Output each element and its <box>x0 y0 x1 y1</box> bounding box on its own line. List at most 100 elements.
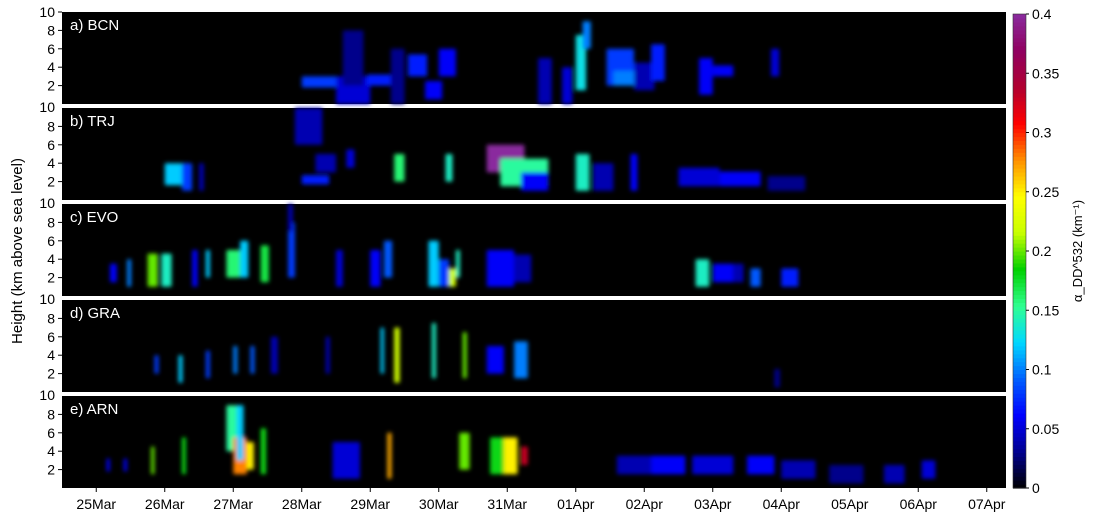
heatmap-cell <box>236 405 244 461</box>
colorbar-segment <box>1013 385 1026 390</box>
colorbar-segment <box>1013 247 1026 252</box>
colorbar-segment <box>1013 29 1026 35</box>
colorbar-segment <box>1013 140 1026 145</box>
colorbar-segment <box>1013 373 1026 378</box>
colorbar-segment <box>1013 290 1026 296</box>
heatmap-cell <box>719 171 761 187</box>
colorbar-segment <box>1013 278 1026 284</box>
y-tick-label: 10 <box>39 99 55 115</box>
x-tick-label: 30Mar <box>419 496 459 512</box>
heatmap-cell <box>199 163 204 191</box>
colorbar-segment <box>1013 81 1026 86</box>
colorbar-segment <box>1013 243 1026 248</box>
colorbar-tick-label: 0 <box>1032 480 1040 496</box>
panel-label: b) TRJ <box>70 113 115 130</box>
heatmap-cell <box>181 437 186 475</box>
colorbar-segment <box>1013 168 1026 173</box>
colorbar-segment <box>1013 361 1026 367</box>
heatmap-cell <box>459 432 470 470</box>
y-tick-label: 2 <box>47 366 55 382</box>
colorbar-segment <box>1013 389 1026 394</box>
colorbar-segment <box>1013 286 1026 292</box>
y-tick-label: 6 <box>47 425 55 441</box>
x-tick-label: 03Apr <box>694 496 732 512</box>
heatmap-cell <box>127 259 132 287</box>
heatmap-cell <box>270 336 278 374</box>
colorbar-segment <box>1013 480 1026 485</box>
heatmap-cell <box>692 455 734 475</box>
panel-background <box>62 12 1006 104</box>
panel-label: c) EVO <box>70 209 118 226</box>
heatmap-cell <box>342 30 364 86</box>
heatmap-cell <box>288 222 295 278</box>
y-tick-label: 8 <box>47 214 55 230</box>
colorbar-segment <box>1013 298 1026 303</box>
colorbar-segment <box>1013 211 1026 217</box>
colorbar-segment <box>1013 93 1026 98</box>
colorbar-segment <box>1013 314 1026 319</box>
colorbar-segment <box>1013 369 1026 375</box>
y-tick-label: 8 <box>47 118 55 134</box>
heatmap-cell <box>767 176 806 191</box>
x-tick-label: 06Apr <box>900 496 938 512</box>
colorbar-segment <box>1013 144 1026 149</box>
colorbar-segment <box>1013 183 1026 189</box>
heatmap-cell <box>425 81 443 100</box>
y-tick-label: 10 <box>39 4 55 20</box>
colorbar-segment <box>1013 294 1026 299</box>
colorbar-segment <box>1013 416 1026 422</box>
colorbar-segment <box>1013 69 1026 74</box>
colorbar-segment <box>1013 270 1026 276</box>
heatmap-cell <box>294 108 323 145</box>
y-tick-label: 2 <box>47 462 55 478</box>
colorbar-segment <box>1013 112 1026 118</box>
colorbar-segment <box>1013 239 1026 244</box>
heatmap-cell <box>633 62 655 91</box>
heatmap-cell <box>226 250 241 278</box>
colorbar-segment <box>1013 100 1026 106</box>
heatmap-cell <box>514 341 528 379</box>
x-tick-label: 25Mar <box>76 496 116 512</box>
colorbar-segment <box>1013 326 1026 331</box>
colorbar-segment <box>1013 179 1026 185</box>
heatmap-cell <box>438 48 456 77</box>
heatmap-cell <box>582 21 591 49</box>
heatmap-cell <box>325 336 330 374</box>
heatmap-cell <box>383 240 393 278</box>
colorbar-segment <box>1013 302 1026 307</box>
colorbar-segment <box>1013 274 1026 280</box>
colorbar-segment <box>1013 258 1026 264</box>
colorbar-segment <box>1013 187 1026 193</box>
colorbar-segment <box>1013 460 1026 465</box>
colorbar-segment <box>1013 45 1026 51</box>
colorbar-segment <box>1013 65 1026 70</box>
heatmap-cell <box>178 355 183 383</box>
colorbar-segment <box>1013 405 1026 410</box>
heatmap-cell <box>181 163 193 191</box>
y-tick-label: 10 <box>39 387 55 403</box>
panel-label: a) BCN <box>70 17 119 34</box>
colorbar-segment <box>1013 136 1026 141</box>
heatmap-cell <box>747 455 775 475</box>
colorbar: 0 0.05 0.1 0.15 0.2 0.25 0.3 0.35 0.4 α_DD^532 (k… <box>1012 6 1085 496</box>
colorbar-segment <box>1013 381 1026 386</box>
colorbar-segment <box>1013 484 1026 489</box>
colorbar-segment <box>1013 49 1026 55</box>
x-tick-label: 07Apr <box>968 496 1006 512</box>
y-tick-label: 8 <box>47 310 55 326</box>
colorbar-segment <box>1013 401 1026 406</box>
heatmap-cell <box>346 149 355 168</box>
panel-3: d) GRA 2 4 6 8 10 <box>39 291 1006 392</box>
colorbar-segment <box>1013 353 1026 359</box>
panel-cells <box>301 21 780 104</box>
y-tick-label: 6 <box>47 137 55 153</box>
heatmap-cell <box>486 346 504 374</box>
heatmap-cell <box>538 58 552 104</box>
colorbar-tick-label: 0.25 <box>1032 184 1059 200</box>
heatmap-cell <box>161 253 172 287</box>
heatmap-cell <box>733 263 744 283</box>
colorbar-segment <box>1013 156 1026 161</box>
colorbar-segment <box>1013 160 1026 165</box>
